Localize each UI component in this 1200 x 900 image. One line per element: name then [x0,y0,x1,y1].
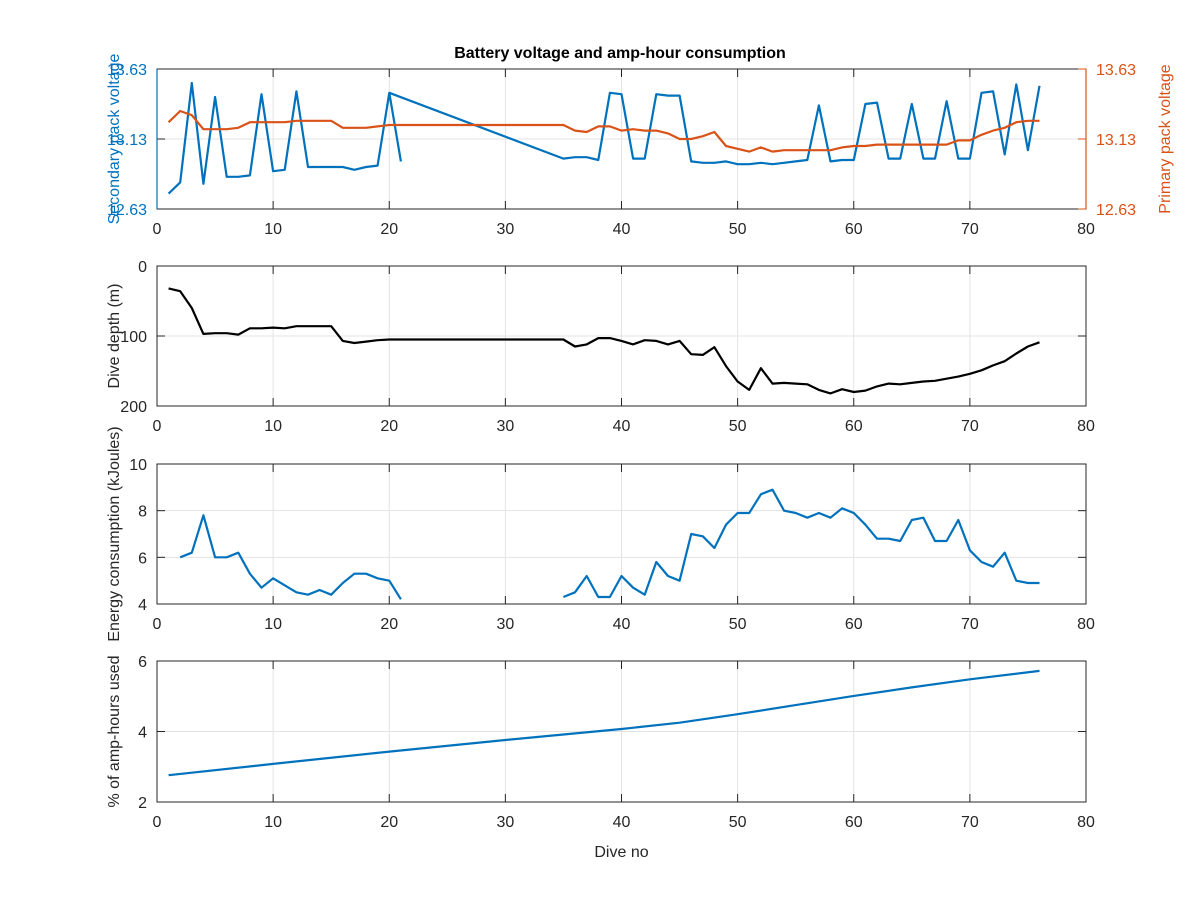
x-tick-label: 40 [613,418,631,435]
panel-2: 0 10 20 30 40 50 60 70 80 0 100 200 Dive depth (m) [106,259,1095,435]
x-tick-label: 60 [845,616,863,633]
y2-axis-label: Primary pack voltage [1157,64,1174,213]
y-tick-label: 6 [138,550,147,567]
y-tick-label: 13.63 [107,62,147,79]
x-tick-label: 0 [153,616,162,633]
y-tick-label: 4 [138,597,147,614]
series-right-line-1 [167,109,1040,153]
x-tick-label: 30 [496,616,514,633]
x-tick-label: 30 [496,418,514,435]
x-tick-label: 0 [153,418,162,435]
series-left-line-1 [168,287,413,345]
y2-tick-label: 12.63 [1096,202,1136,219]
x-tick-label: 60 [845,814,863,831]
x-tick-label: 10 [264,221,282,238]
x-tick-label: 70 [961,221,979,238]
series-left-line-1 [179,514,402,600]
y2-tick-label: 13.63 [1096,62,1136,79]
x-tick-label: 50 [729,221,747,238]
series-left-line-1 [167,81,402,195]
y-axis-label: % of amp-hours used [106,655,123,807]
panel-4: 0 10 20 30 40 50 60 70 80 2 4 6 % of amp-hours used D… [106,654,1095,861]
x-tick-label: 60 [845,221,863,238]
x-tick-label: 50 [729,418,747,435]
x-tick-label: 20 [380,814,398,831]
x-tick-label: 40 [613,814,631,831]
x-tick-label: 10 [264,418,282,435]
y-tick-label: 8 [138,504,147,521]
series-left-line-2 [412,337,1040,395]
y-tick-label: 12.63 [107,202,147,219]
x-tick-label: 50 [729,616,747,633]
x-tick-label: 30 [496,221,514,238]
x-tick-label: 70 [961,814,979,831]
x-tick-label: 40 [613,221,631,238]
x-tick-label: 40 [613,616,631,633]
panel-1: 0 10 20 30 40 50 60 70 8012.6313.1313.6312.6313.… [106,54,1174,238]
panel-3: 0 10 20 30 40 50 60 70 80 4 6 8 10 Energy consumption… [106,426,1095,641]
x-tick-label: 20 [380,616,398,633]
y-axis-label: Secondary pack voltage [106,54,123,225]
series-left-line-2 [388,83,1041,166]
figure-title: Battery voltage and amp-hour consumption [454,45,786,62]
x-tick-label: 80 [1077,418,1095,435]
series-left-line-2 [562,488,1040,599]
x-tick-label: 80 [1077,814,1095,831]
x-tick-label: 80 [1077,616,1095,633]
x-tick-label: 70 [961,616,979,633]
x-tick-label: 80 [1077,221,1095,238]
x-tick-label: 20 [380,221,398,238]
y-tick-label: 100 [120,329,147,346]
panels: 0 10 20 30 40 50 60 70 8012.6313.1313.6312.6313.… [106,54,1174,861]
y-tick-label: 2 [138,795,147,812]
y-tick-label: 0 [138,259,147,276]
series-left-line-1 [168,669,1040,777]
x-tick-label: 10 [264,616,282,633]
y-axis-label: Dive depth (m) [106,284,123,389]
x-tick-label: 70 [961,418,979,435]
y-tick-label: 13.13 [107,132,147,149]
x-axis-label: Dive no [594,844,648,861]
y2-tick-label: 13.13 [1096,132,1136,149]
y-tick-label: 4 [138,725,147,742]
y-tick-label: 10 [129,457,147,474]
x-tick-label: 20 [380,418,398,435]
x-tick-label: 0 [153,221,162,238]
x-tick-label: 60 [845,418,863,435]
y-tick-label: 200 [120,399,147,416]
x-tick-label: 50 [729,814,747,831]
y-tick-label: 6 [138,654,147,671]
x-tick-label: 30 [496,814,514,831]
x-tick-label: 0 [153,814,162,831]
x-tick-label: 10 [264,814,282,831]
y-axis-label: Energy consumption (kJoules) [106,426,123,641]
